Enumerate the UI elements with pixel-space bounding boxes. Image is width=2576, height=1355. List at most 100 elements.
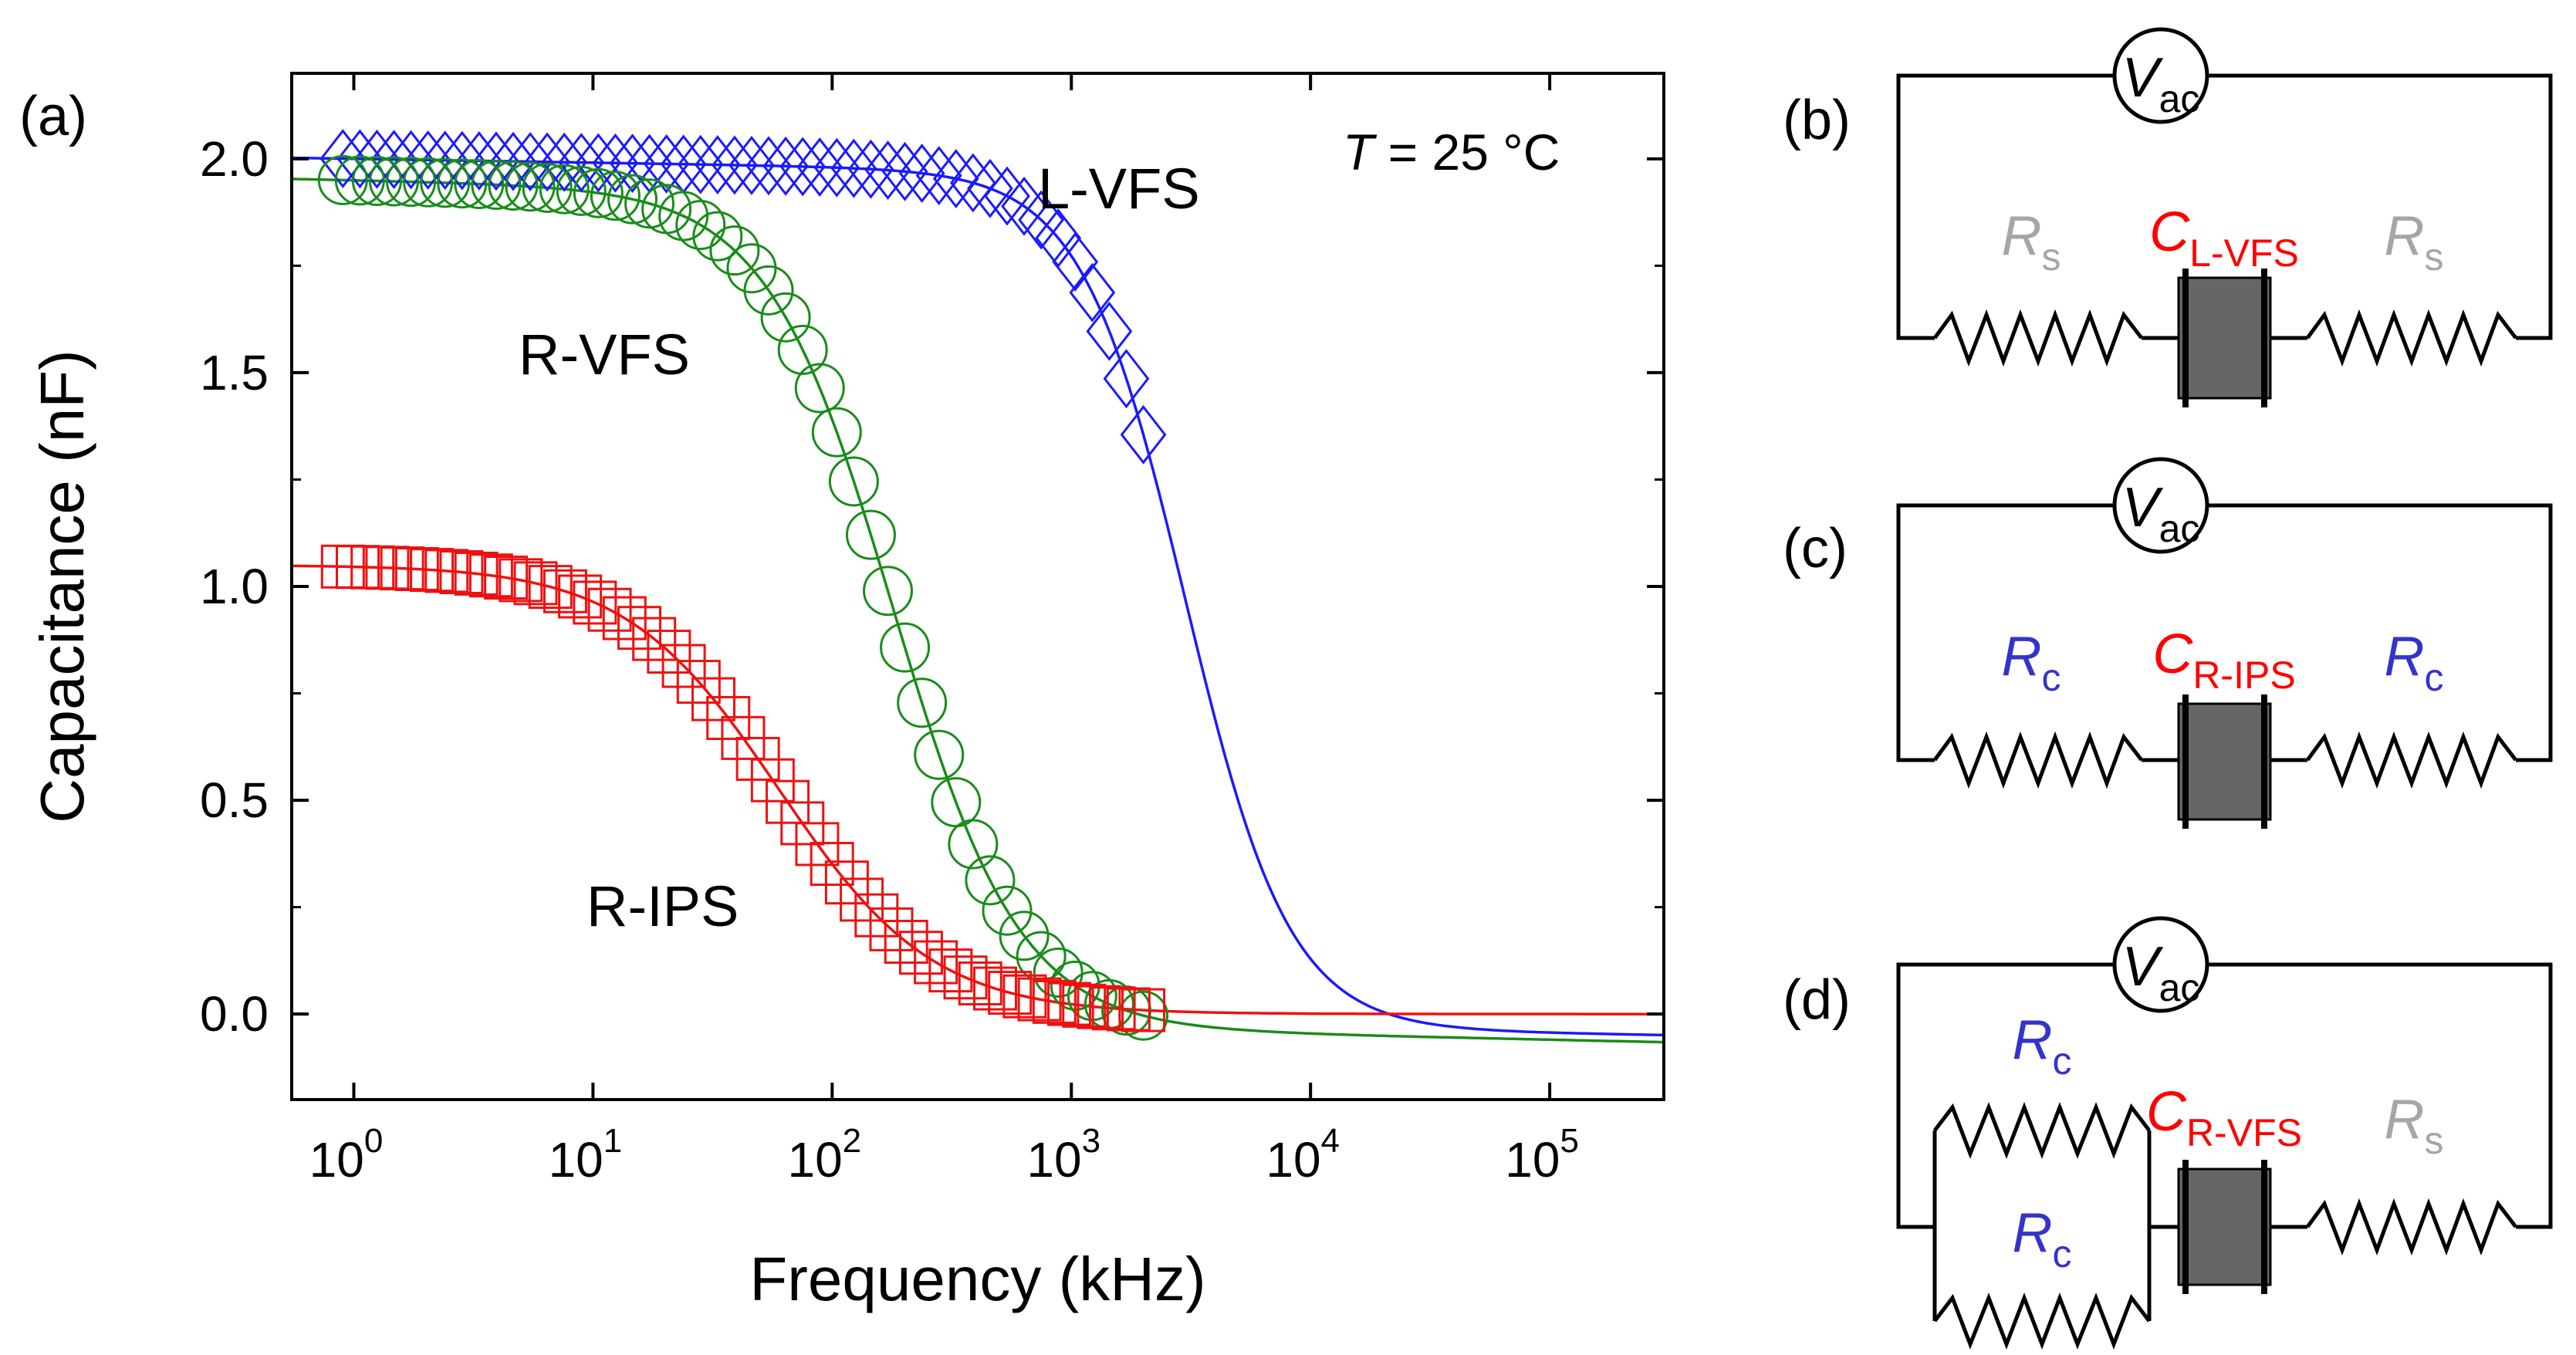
l-vfs-point bbox=[745, 136, 792, 196]
circuit-c-ac-source bbox=[2112, 457, 2209, 554]
r-ips-point bbox=[914, 940, 958, 985]
r-vfs-point bbox=[845, 509, 896, 560]
circuit-c-right-sub: c bbox=[2425, 656, 2444, 699]
circuit-b-cap-var: C bbox=[2149, 201, 2190, 263]
l-vfs-point bbox=[387, 130, 434, 190]
r-ips-point bbox=[691, 677, 736, 721]
r-ips-point bbox=[1017, 977, 1062, 1022]
r-ips-point bbox=[676, 660, 721, 705]
r-vfs-point bbox=[590, 171, 641, 221]
l-vfs-point bbox=[336, 129, 384, 189]
l-vfs-point bbox=[490, 131, 536, 191]
r-vfs-point bbox=[948, 819, 999, 870]
circuit-c-source-var: V bbox=[2122, 477, 2164, 539]
r-vfs-point bbox=[334, 155, 385, 206]
l-vfs-point bbox=[762, 136, 809, 196]
circuit-d-left-bottom-var: R bbox=[2013, 1202, 2053, 1264]
l-vfs-point bbox=[592, 133, 639, 193]
r-vfs-point bbox=[386, 157, 437, 208]
circuit-d: (d) Vac Rc Rc CR-VFS Rs bbox=[1783, 916, 2553, 1350]
r-ips-point bbox=[528, 565, 573, 610]
circuit-c-source-label: Vac bbox=[2122, 477, 2200, 550]
x-tick-label: 105 bbox=[1505, 1122, 1579, 1188]
r-vfs-point bbox=[863, 566, 914, 617]
r-vfs-point bbox=[624, 178, 675, 229]
r-ips-point bbox=[454, 551, 499, 596]
series-label-r-vfs: R-VFS bbox=[519, 323, 690, 387]
circuit-b-source-var: V bbox=[2122, 47, 2164, 109]
circuit-d-cap-label: CR-VFS bbox=[2146, 1081, 2302, 1154]
l-vfs-point bbox=[915, 146, 962, 206]
r-vfs-point bbox=[556, 165, 607, 216]
circuit-d-right-var: R bbox=[2385, 1089, 2425, 1151]
circuit-d-source-label: Vac bbox=[2122, 936, 2200, 1009]
r-vfs-point bbox=[522, 162, 573, 213]
l-vfs-point bbox=[898, 144, 945, 204]
panel-label-d: (d) bbox=[1783, 969, 1851, 1031]
circuit-c-cap-var: C bbox=[2152, 623, 2193, 685]
x-tick-base: 10 bbox=[309, 1132, 364, 1188]
l-vfs-point bbox=[421, 130, 468, 191]
circuit-c-wire bbox=[1896, 503, 2553, 762]
series-label-r-ips: R-IPS bbox=[587, 874, 739, 938]
r-ips-point bbox=[854, 893, 899, 938]
x-tick-label: 100 bbox=[309, 1122, 384, 1188]
circuit-b-source-sub: ac bbox=[2159, 77, 2200, 120]
circuit-b-resistor-right bbox=[2305, 309, 2517, 367]
y-tick-label: 2.0 bbox=[200, 131, 269, 187]
circuit-c-left-sub: c bbox=[2042, 656, 2061, 699]
r-vfs-point bbox=[743, 265, 794, 316]
temperature-value: = 25 °C bbox=[1374, 123, 1560, 181]
data-markers bbox=[317, 129, 1169, 1041]
circuit-d-left-bottom-sub: c bbox=[2053, 1232, 2072, 1276]
r-ips-point bbox=[543, 569, 587, 613]
r-ips-point bbox=[513, 561, 558, 606]
l-vfs-point bbox=[1052, 231, 1099, 292]
temperature-variable: T bbox=[1343, 123, 1378, 181]
axis-ticks bbox=[292, 73, 1664, 1100]
r-vfs-point bbox=[965, 855, 1016, 906]
r-ips-point bbox=[499, 558, 543, 603]
x-tick-label: 103 bbox=[1026, 1122, 1100, 1188]
l-vfs-point bbox=[643, 133, 690, 194]
l-vfs-point bbox=[729, 135, 775, 195]
circuit-d-left-top-label: Rc bbox=[2013, 1009, 2072, 1083]
x-tick-base: 10 bbox=[787, 1132, 842, 1188]
l-vfs-point bbox=[524, 132, 571, 192]
y-tick-label: 1.0 bbox=[200, 559, 269, 614]
l-vfs-point bbox=[830, 138, 877, 198]
x-tick-label: 104 bbox=[1266, 1122, 1340, 1188]
x-tick-base: 10 bbox=[1505, 1132, 1560, 1188]
r-vfs-point bbox=[999, 911, 1050, 961]
r-ips-point bbox=[1047, 982, 1092, 1026]
y-tick-label: 1.5 bbox=[200, 345, 269, 400]
r-ips-point bbox=[869, 907, 914, 951]
r-vfs-point bbox=[403, 157, 454, 208]
l-vfs-point bbox=[779, 137, 827, 197]
x-tick-label: 102 bbox=[787, 1122, 861, 1188]
l-vfs-point bbox=[864, 140, 911, 201]
circuit-b-source-label: Vac bbox=[2122, 47, 2200, 120]
l-vfs-point bbox=[609, 133, 656, 194]
x-tick-exponent: 0 bbox=[364, 1122, 383, 1160]
circuit-b-right-label: Rs bbox=[2385, 205, 2444, 279]
circuit-b: (b) Vac Rs CL-VFS Rs bbox=[1783, 27, 2553, 407]
r-ips-point bbox=[958, 961, 1002, 1005]
r-vfs-point bbox=[488, 161, 539, 211]
x-axis-title: Frequency (kHz) bbox=[749, 1245, 1205, 1313]
l-vfs-point bbox=[984, 166, 1030, 226]
r-ips-point bbox=[1121, 988, 1166, 1032]
x-tick-exponent: 2 bbox=[843, 1122, 861, 1160]
fit-line-r-vfs bbox=[291, 177, 1665, 1044]
l-vfs-point bbox=[1018, 190, 1065, 250]
x-tick-exponent: 5 bbox=[1560, 1122, 1578, 1160]
x-tick-base: 10 bbox=[1266, 1132, 1320, 1188]
r-ips-point bbox=[661, 644, 706, 688]
capacitance-chart: 0.00.51.01.52.0 100 101 102 103 104 105 Capac… bbox=[28, 72, 1665, 1313]
circuit-d-resistor-bottom bbox=[1933, 1292, 2151, 1350]
r-ips-point bbox=[617, 606, 661, 650]
r-ips-point bbox=[1002, 974, 1047, 1019]
circuit-c-right-var: R bbox=[2385, 626, 2425, 688]
temperature-annotation: T = 25 °C bbox=[1343, 123, 1560, 181]
